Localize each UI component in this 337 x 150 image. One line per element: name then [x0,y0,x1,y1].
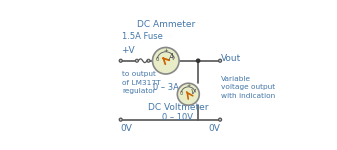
Text: 0 – 10V: 0 – 10V [162,113,193,122]
Circle shape [119,59,122,62]
Text: +: + [186,83,190,88]
Text: Variable
voltage output
with indication: Variable voltage output with indication [221,76,275,99]
Circle shape [153,47,179,74]
Circle shape [219,59,221,62]
Circle shape [135,59,139,62]
Circle shape [147,59,150,62]
Circle shape [196,59,200,62]
Circle shape [119,118,122,121]
Text: DC Voltmeter: DC Voltmeter [148,103,208,112]
Text: 0: 0 [180,91,183,96]
Text: 1.5A Fuse: 1.5A Fuse [122,32,163,41]
Text: to output
of LM317T
regulator: to output of LM317T regulator [122,71,160,94]
Circle shape [219,118,221,121]
Text: 0V: 0V [121,124,133,133]
Text: V: V [190,89,195,95]
Text: +: + [163,48,168,53]
Text: Vout: Vout [221,54,242,63]
Text: 0 – 3A: 0 – 3A [153,83,179,92]
Text: 0: 0 [156,57,159,62]
Text: +V: +V [121,46,134,55]
Text: 0V: 0V [208,124,220,133]
Text: DC Ammeter: DC Ammeter [137,20,195,29]
Text: A: A [168,53,174,62]
Circle shape [177,83,199,105]
